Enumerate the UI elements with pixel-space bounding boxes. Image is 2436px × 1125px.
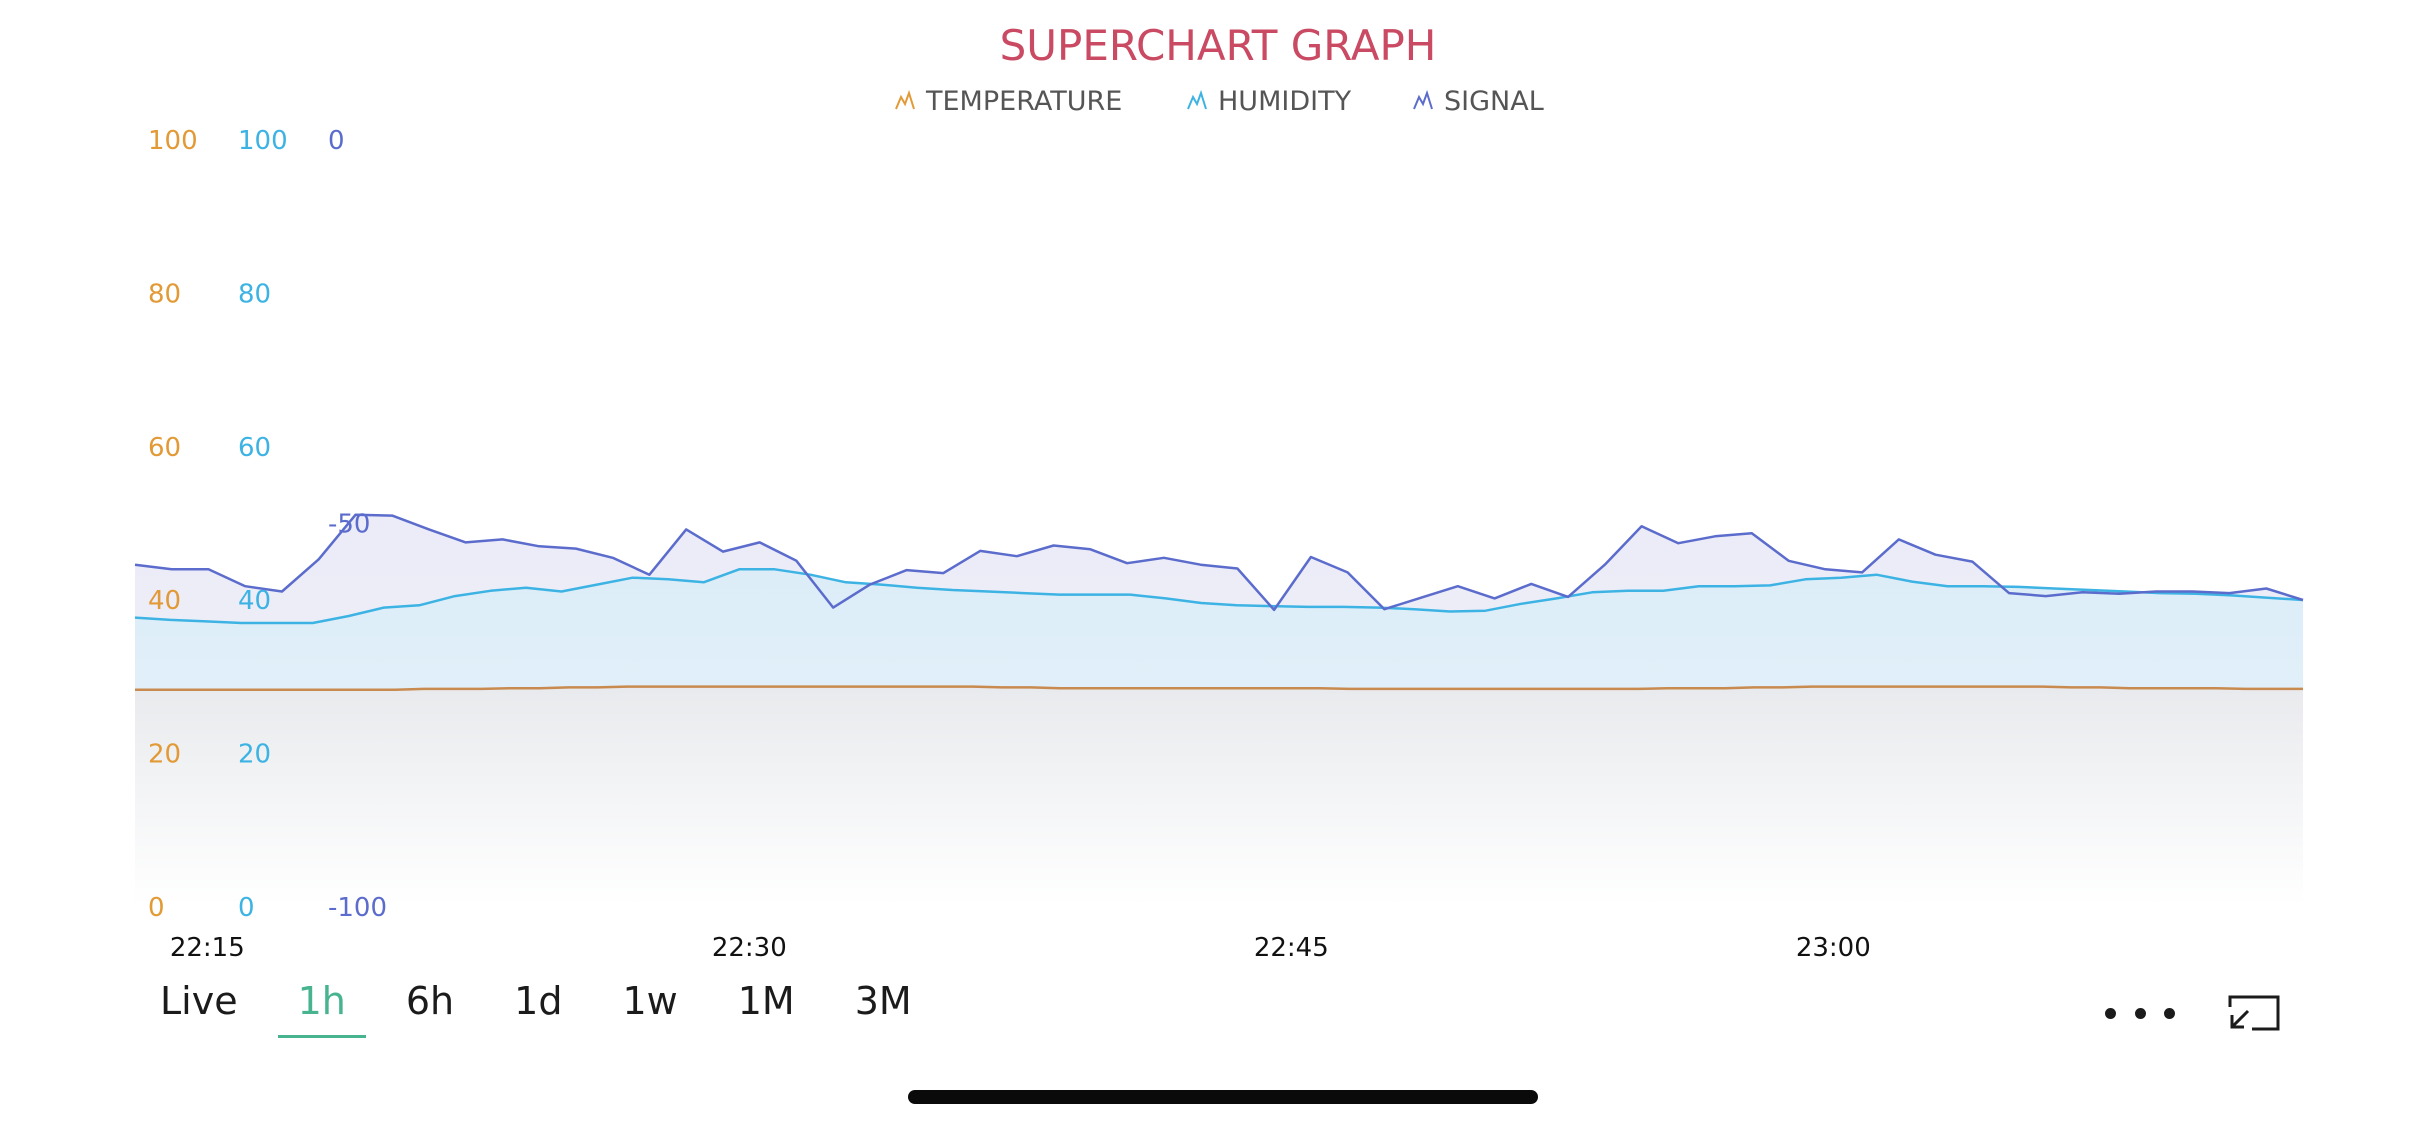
humidity-axis-tick: 20: [238, 740, 271, 770]
humidity-axis-tick: 100: [238, 126, 288, 156]
time-range-6h-button[interactable]: 6h: [386, 978, 474, 1038]
series-areas: [135, 514, 2303, 906]
x-tick-label: 22:15: [170, 933, 245, 960]
legend: TEMPERATURE HUMIDITY SIGNAL: [895, 86, 1544, 117]
temperature-axis-tick: 0: [148, 893, 165, 923]
humidity-axis-tick: 80: [238, 279, 271, 309]
signal-axis-tick: -50: [328, 510, 370, 540]
temperature-axis-tick: 40: [148, 586, 181, 616]
legend-label: TEMPERATURE: [925, 86, 1122, 117]
legend-signal-icon: [1413, 89, 1433, 110]
x-tick-label: 22:45: [1254, 933, 1329, 960]
more-dot: [2164, 1007, 2175, 1019]
more-dot: [2134, 1007, 2146, 1019]
temperature-axis-tick: 100: [148, 126, 198, 156]
y-axes: 0 20 40 60 80 100 0 20 40 60 80 100 -100 -50 0: [148, 126, 387, 923]
signal-line: [134, 513, 2304, 612]
expand-button[interactable]: [2226, 993, 2282, 1033]
time-range-live-button[interactable]: Live: [140, 978, 258, 1038]
legend-item-humidity[interactable]: HUMIDITY: [1187, 86, 1352, 117]
humidity-axis-tick: 0: [238, 893, 255, 923]
chart-title: SUPERCHART GRAPH: [1000, 21, 1437, 70]
signal-axis-tick: 0: [328, 126, 345, 156]
time-range-selector: Live 1h 6h 1d 1w 1M 3M: [140, 978, 952, 1038]
x-tick-label: 23:00: [1796, 933, 1871, 960]
time-range-1m-button[interactable]: 1M: [718, 978, 815, 1038]
temperature-axis-tick: 60: [148, 433, 181, 463]
legend-temperature-icon: [895, 89, 915, 110]
humidity-axis-tick: 60: [238, 433, 271, 463]
legend-label: SIGNAL: [1444, 86, 1544, 117]
x-axis: 22:15 22:30 22:45 23:00: [170, 933, 1871, 960]
legend-item-temperature[interactable]: TEMPERATURE: [895, 86, 1122, 117]
signal-axis-tick: -100: [328, 893, 387, 923]
series-lines: [134, 513, 2304, 691]
legend-humidity-icon: [1187, 89, 1207, 110]
more-button[interactable]: [2105, 998, 2175, 1028]
legend-item-signal[interactable]: SIGNAL: [1413, 86, 1544, 117]
time-range-1h-button[interactable]: 1h: [277, 978, 367, 1038]
temperature-axis-tick: 80: [148, 279, 181, 309]
time-range-3m-button[interactable]: 3M: [835, 978, 932, 1038]
temperature-axis-tick: 20: [148, 740, 181, 770]
home-indicator: [908, 1090, 1538, 1104]
superchart: SUPERCHART GRAPH TEMPERATURE HUMIDITY SIGN…: [134, 21, 2304, 960]
temperature-line: [135, 685, 2303, 691]
legend-label: HUMIDITY: [1218, 86, 1352, 117]
temperature-area: [135, 686, 2303, 906]
time-range-1w-button[interactable]: 1w: [602, 978, 697, 1038]
humidity-axis-tick: 40: [238, 586, 271, 616]
expand-icon: [2228, 995, 2280, 1031]
humidity-line: [134, 568, 2304, 625]
time-range-1d-button[interactable]: 1d: [494, 978, 582, 1038]
x-tick-label: 22:30: [712, 933, 787, 960]
more-horizontal-icon: [2105, 1007, 2116, 1019]
